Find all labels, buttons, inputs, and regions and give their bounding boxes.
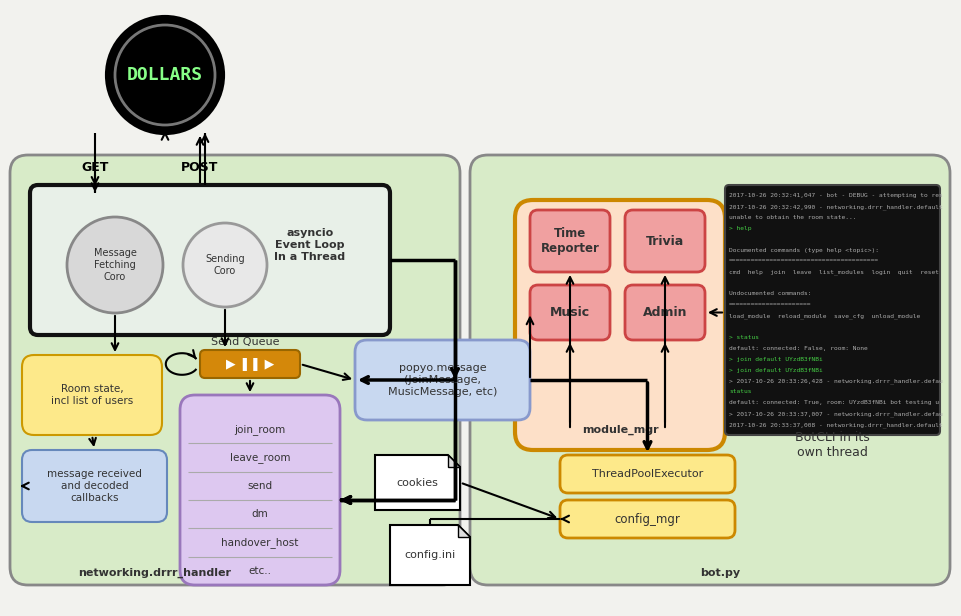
FancyBboxPatch shape [22,450,167,522]
Text: Message
Fetching
Coro: Message Fetching Coro [93,248,136,282]
Text: load_module  reload_module  save_cfg  unload_module: load_module reload_module save_cfg unloa… [728,313,920,318]
Circle shape [107,17,223,133]
FancyBboxPatch shape [355,340,530,420]
Circle shape [67,217,162,313]
Text: popyo.message
(JoinMessage,
MusicMessage, etc): popyo.message (JoinMessage, MusicMessage… [387,363,497,397]
Text: default: connected: False, room: None: default: connected: False, room: None [728,346,867,351]
FancyBboxPatch shape [725,185,939,435]
Polygon shape [448,455,459,467]
FancyBboxPatch shape [514,200,725,450]
Polygon shape [389,525,470,585]
Text: etc..: etc.. [248,566,271,576]
Text: ThreadPoolExecutor: ThreadPoolExecutor [591,469,702,479]
Text: DOLLARS: DOLLARS [127,66,203,84]
Text: status: status [728,389,751,394]
Text: > 2017-10-26 20:33:37,007 - networking.drrr_handler.defau: > 2017-10-26 20:33:37,007 - networking.d… [728,411,942,417]
FancyBboxPatch shape [625,285,704,340]
Text: default: connected: True, room: UYzdB3fNBi bot testing u: default: connected: True, room: UYzdB3fN… [728,400,938,405]
Text: Sending
Coro: Sending Coro [205,254,244,276]
Text: ▶ ❚❚ ▶: ▶ ❚❚ ▶ [226,357,274,370]
Text: unable to obtain the room state...: unable to obtain the room state... [728,215,855,220]
Circle shape [183,223,267,307]
Text: module_mgr: module_mgr [581,425,657,435]
Polygon shape [375,455,459,510]
Text: 2017-10-26 20:32:42,990 - networking.drrr_handler.default: 2017-10-26 20:32:42,990 - networking.drr… [728,204,942,209]
Text: Music: Music [550,306,589,319]
Text: BotCLI in its
own thread: BotCLI in its own thread [794,431,869,459]
Text: POST: POST [181,161,218,174]
Text: 2017-10-26 20:32:41,047 - bot - DEBUG - attempting to res: 2017-10-26 20:32:41,047 - bot - DEBUG - … [728,193,942,198]
FancyBboxPatch shape [470,155,949,585]
FancyBboxPatch shape [530,285,609,340]
Text: Room state,
incl list of users: Room state, incl list of users [51,384,133,406]
Text: networking.drrr_handler: networking.drrr_handler [79,568,232,578]
Text: message received
and decoded
callbacks: message received and decoded callbacks [47,469,142,503]
FancyBboxPatch shape [22,355,161,435]
Text: Documented commands (type help <topic>):: Documented commands (type help <topic>): [728,248,878,253]
Text: config_mgr: config_mgr [614,513,679,525]
FancyBboxPatch shape [10,155,459,585]
Text: bot.py: bot.py [700,568,739,578]
Text: > join default UYzdB3fNBi: > join default UYzdB3fNBi [728,368,822,373]
Text: Undocumented commands:: Undocumented commands: [728,291,811,296]
FancyBboxPatch shape [559,500,734,538]
FancyBboxPatch shape [625,210,704,272]
Text: send: send [247,481,272,491]
Text: cookies: cookies [396,477,438,487]
FancyBboxPatch shape [200,350,300,378]
Circle shape [115,25,214,125]
FancyBboxPatch shape [530,210,609,272]
Text: Send Queue: Send Queue [210,337,279,347]
Text: asyncio
Event Loop
In a Thread: asyncio Event Loop In a Thread [274,229,345,262]
Text: Time
Reporter: Time Reporter [540,227,599,255]
Text: dm: dm [252,509,268,519]
FancyBboxPatch shape [559,455,734,493]
Text: > join default UYzdB3fNBi: > join default UYzdB3fNBi [728,357,822,362]
Text: Trivia: Trivia [645,235,683,248]
FancyBboxPatch shape [30,185,389,335]
Text: > help: > help [728,225,751,231]
Text: Admin: Admin [642,306,686,319]
Text: config.ini: config.ini [404,550,456,560]
Text: > status: > status [728,335,758,340]
Polygon shape [457,525,470,537]
Text: leave_room: leave_room [230,452,290,463]
Text: cmd  help  join  leave  list_modules  login  quit  reset: cmd help join leave list_modules login q… [728,269,938,275]
Text: handover_host: handover_host [221,537,298,548]
Text: ========================================: ======================================== [728,259,878,264]
Text: GET: GET [82,161,109,174]
Text: > 2017-10-26 20:33:26,428 - networking.drrr_handler.defau: > 2017-10-26 20:33:26,428 - networking.d… [728,378,942,384]
Text: join_room: join_room [234,424,285,435]
Text: 2017-10-26 20:33:37,008 - networking.drrr_handler.default: 2017-10-26 20:33:37,008 - networking.drr… [728,422,942,428]
Text: ======================: ====================== [728,302,811,307]
FancyBboxPatch shape [180,395,339,585]
